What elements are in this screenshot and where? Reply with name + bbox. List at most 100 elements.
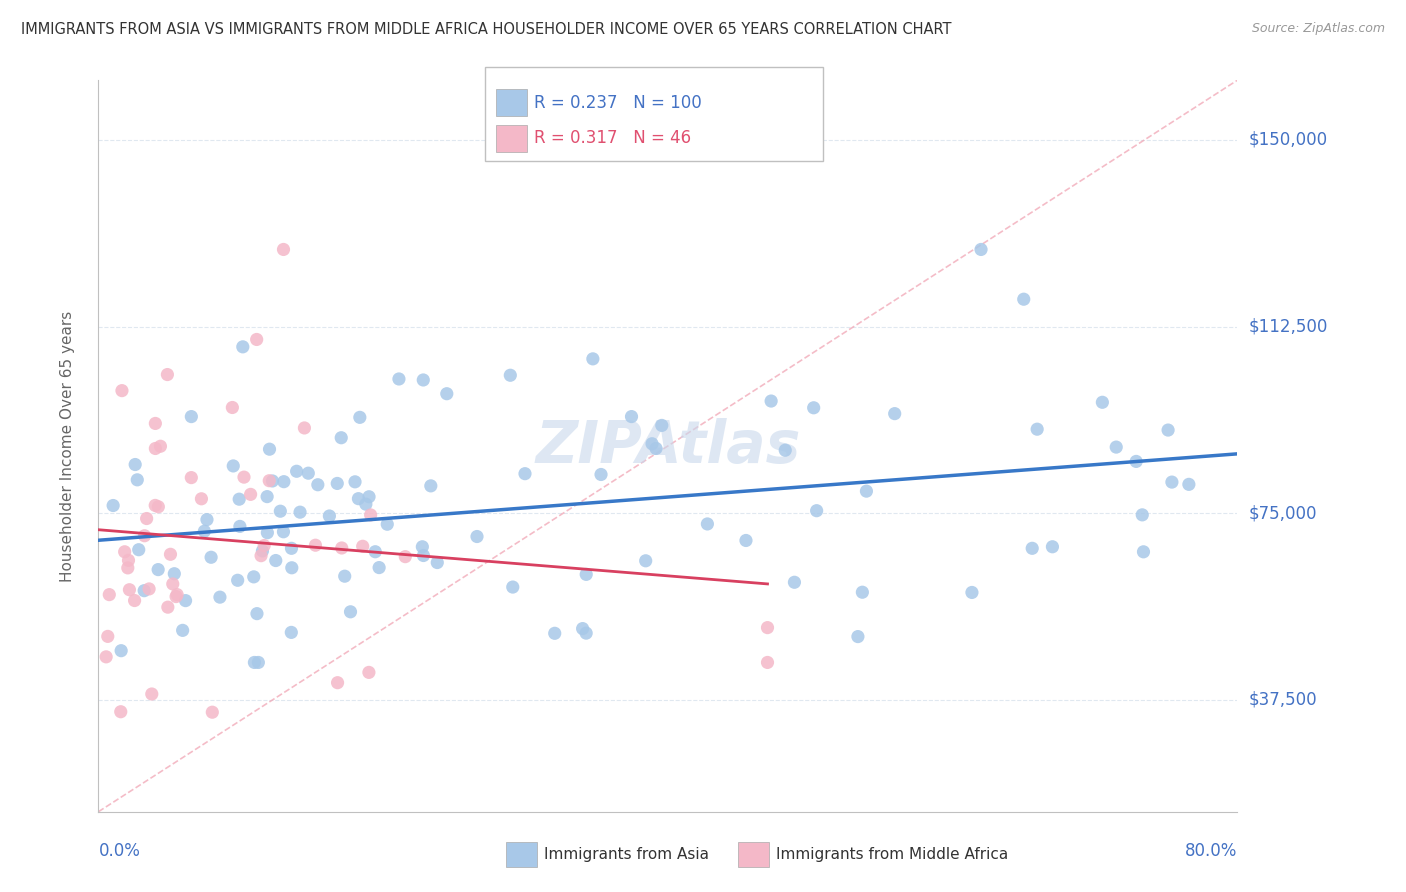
Point [571, 622, 593, 636]
Point [307, 477, 329, 491]
Point [1178, 477, 1201, 491]
Point [1125, 454, 1147, 468]
Text: 0.0%: 0.0% [98, 842, 141, 860]
Point [575, 626, 598, 640]
Point [288, 505, 311, 519]
Point [117, 561, 139, 575]
Point [259, 442, 281, 457]
Point [128, 542, 150, 557]
Point [243, 656, 266, 670]
Point [436, 386, 458, 401]
Text: 80.0%: 80.0% [1185, 842, 1237, 860]
Point [349, 410, 371, 425]
Point [412, 549, 434, 563]
Point [1021, 541, 1043, 556]
Point [304, 538, 326, 552]
Point [247, 656, 270, 670]
Point [641, 436, 664, 450]
Text: $75,000: $75,000 [1249, 504, 1317, 522]
Point [134, 529, 156, 543]
Point [143, 417, 166, 431]
Point [98, 588, 121, 602]
Point [419, 479, 441, 493]
Point [239, 487, 262, 501]
Point [190, 491, 212, 506]
Point [297, 466, 319, 480]
Text: $37,500: $37,500 [1249, 690, 1317, 709]
Point [368, 560, 391, 574]
Point [1091, 395, 1114, 409]
Point [357, 490, 380, 504]
Point [256, 490, 278, 504]
Point [360, 508, 382, 522]
Point [352, 539, 374, 553]
Point [281, 561, 304, 575]
Point [426, 556, 449, 570]
Point [222, 458, 245, 473]
Point [326, 675, 349, 690]
Point [513, 467, 536, 481]
Point [620, 409, 643, 424]
Point [166, 588, 188, 602]
Point [110, 705, 132, 719]
Text: Source: ZipAtlas.com: Source: ZipAtlas.com [1251, 22, 1385, 36]
Point [156, 600, 179, 615]
Point [246, 607, 269, 621]
Point [159, 547, 181, 561]
Point [499, 368, 522, 383]
Point [364, 545, 387, 559]
Point [246, 333, 269, 347]
Point [273, 243, 295, 257]
Point [233, 470, 256, 484]
Point [645, 442, 668, 456]
Point [111, 384, 134, 398]
Point [375, 517, 398, 532]
Point [256, 525, 278, 540]
Point [285, 464, 308, 478]
Point [357, 665, 380, 680]
Text: Immigrants from Asia: Immigrants from Asia [544, 847, 709, 862]
Point [124, 458, 146, 472]
Point [388, 372, 411, 386]
Point [193, 524, 215, 539]
Point [232, 340, 254, 354]
Point [250, 549, 273, 563]
Point [411, 540, 433, 554]
Point [634, 554, 657, 568]
Point [127, 473, 149, 487]
Point [172, 624, 194, 638]
Point [775, 443, 797, 458]
Point [294, 421, 316, 435]
Point [756, 656, 779, 670]
Point [280, 541, 302, 556]
Point [544, 626, 567, 640]
Point [195, 513, 218, 527]
Point [756, 621, 779, 635]
Point [94, 649, 117, 664]
Point [1026, 422, 1049, 436]
Point [273, 475, 295, 489]
Text: IMMIGRANTS FROM ASIA VS IMMIGRANTS FROM MIDDLE AFRICA HOUSEHOLDER INCOME OVER 65: IMMIGRANTS FROM ASIA VS IMMIGRANTS FROM … [21, 22, 952, 37]
Point [117, 553, 139, 567]
Point [589, 467, 612, 482]
Point [502, 580, 524, 594]
Point [162, 577, 184, 591]
Text: $112,500: $112,500 [1249, 318, 1327, 335]
Point [735, 533, 758, 548]
Point [141, 687, 163, 701]
Point [149, 439, 172, 453]
Point [208, 590, 231, 604]
Point [582, 351, 605, 366]
Point [333, 569, 356, 583]
Point [200, 550, 222, 565]
Point [330, 541, 353, 555]
Point [97, 629, 120, 643]
Point [143, 499, 166, 513]
Point [759, 394, 782, 409]
Point [145, 442, 167, 456]
Point [101, 499, 124, 513]
Text: R = 0.317   N = 46: R = 0.317 N = 46 [534, 129, 692, 147]
Point [855, 484, 877, 499]
Point [575, 567, 598, 582]
Point [806, 504, 828, 518]
